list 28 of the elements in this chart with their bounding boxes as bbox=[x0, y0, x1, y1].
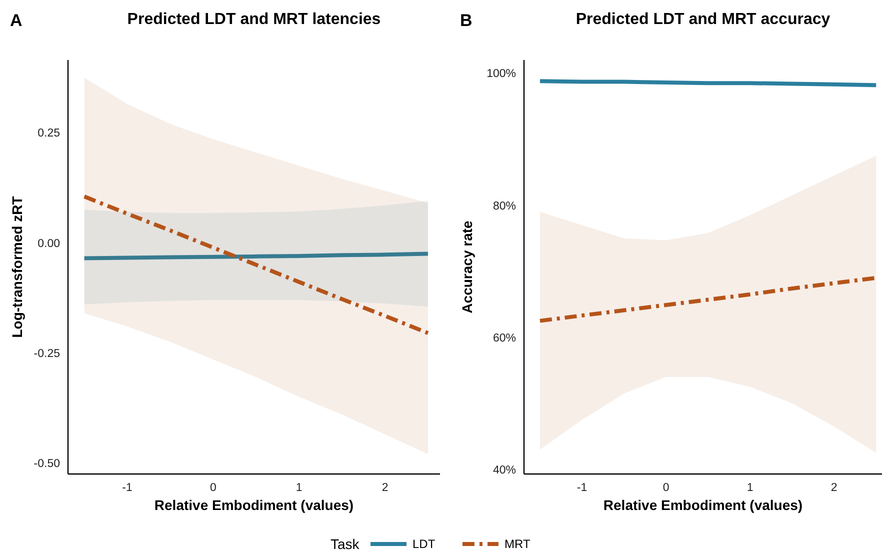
x-tick-label: 2 bbox=[830, 482, 838, 494]
y-tick-label: 60% bbox=[492, 332, 516, 344]
legend-title: Task bbox=[330, 536, 360, 552]
y-tick-label: 80% bbox=[492, 200, 516, 212]
x-axis-title: Relative Embodiment (values) bbox=[154, 497, 354, 513]
x-tick-label: 0 bbox=[662, 482, 670, 494]
x-tick-label: -1 bbox=[122, 482, 132, 494]
y-axis-title: Accuracy rate bbox=[459, 220, 475, 314]
chart-title: Predicted LDT and MRT latencies bbox=[127, 11, 381, 28]
y-tick-label: 100% bbox=[486, 68, 516, 80]
legend-label: MRT bbox=[504, 537, 531, 552]
y-tick-label: 40% bbox=[492, 464, 516, 476]
y-tick-label: 0.25 bbox=[38, 128, 60, 140]
x-tick-label: 0 bbox=[210, 482, 216, 494]
text: A bbox=[10, 11, 22, 30]
x-tick-label: 2 bbox=[382, 482, 388, 494]
chart-title: Predicted LDT and MRT accuracy bbox=[576, 11, 830, 28]
x-tick-label: 1 bbox=[746, 482, 754, 494]
y-axis-title: Log-transformed zRT bbox=[9, 196, 25, 338]
y-tick-label: 0.00 bbox=[38, 238, 60, 250]
x-axis-title: Relative Embodiment (values) bbox=[603, 497, 803, 513]
x-tick-label: 1 bbox=[296, 482, 302, 494]
y-tick-label: -0.25 bbox=[34, 348, 60, 360]
line-series bbox=[82, 194, 430, 336]
legend-label: LDT bbox=[412, 537, 436, 552]
y-tick-label: -0.50 bbox=[34, 458, 60, 470]
x-tick-label: -1 bbox=[576, 482, 588, 494]
text: B bbox=[460, 11, 472, 30]
